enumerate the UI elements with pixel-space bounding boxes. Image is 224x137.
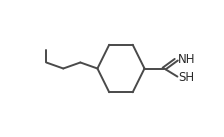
Text: NH: NH bbox=[178, 53, 196, 66]
Text: SH: SH bbox=[179, 71, 195, 84]
